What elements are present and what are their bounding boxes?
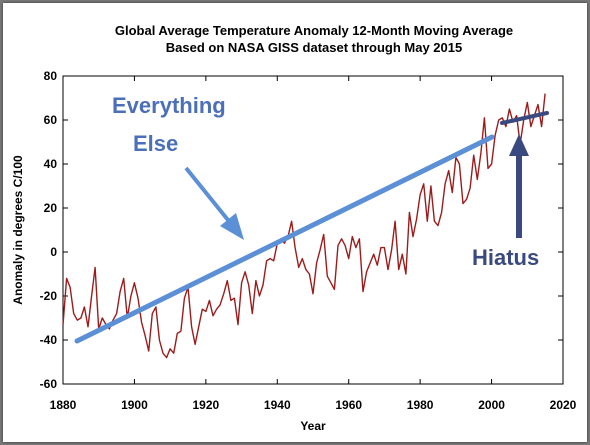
y-tick-label: 40: [44, 157, 58, 171]
x-tick-label: 1900: [121, 398, 148, 412]
plot-area: [62, 75, 564, 385]
y-tick-label: 20: [44, 201, 58, 215]
x-tick-label: 1920: [193, 398, 220, 412]
y-tick-label: -60: [40, 377, 58, 391]
arrow-hiatus: [509, 134, 529, 238]
trend-line-hiatus: [500, 111, 549, 125]
x-axis: 1880 1900 1920 1940 1960 1980 2000 2020: [50, 76, 577, 412]
y-tick-label: -20: [40, 289, 58, 303]
y-axis: -60 -40 -20 0 20 40 60 80: [40, 69, 563, 391]
series-line-0: [62, 93, 546, 359]
y-tick-label: 80: [44, 69, 58, 83]
x-tick-label: 1980: [407, 398, 434, 412]
chart-subtitle: Based on NASA GISS dataset through May 2…: [166, 40, 462, 55]
y-tick-label: 60: [44, 113, 58, 127]
trend-line-everything-else: [74, 134, 495, 344]
arrow-everything-else: [184, 166, 244, 240]
x-tick-label: 2020: [550, 398, 577, 412]
annotation-else: Else: [133, 131, 178, 156]
x-axis-label: Year: [300, 419, 326, 433]
chart-title: Global Average Temperature Anomaly 12-Mo…: [115, 23, 513, 38]
y-tick-label: -40: [40, 333, 58, 347]
x-tick-label: 2000: [478, 398, 505, 412]
x-tick-label: 1960: [335, 398, 362, 412]
y-tick-label: 0: [50, 245, 57, 259]
x-tick-label: 1880: [50, 398, 77, 412]
y-axis-label: Anomaly in degrees C/100: [11, 155, 25, 305]
series-group: [62, 93, 546, 359]
annotation-hiatus: Hiatus: [472, 245, 539, 270]
x-tick-label: 1940: [264, 398, 291, 412]
annotation-everything: Everything: [112, 93, 226, 118]
